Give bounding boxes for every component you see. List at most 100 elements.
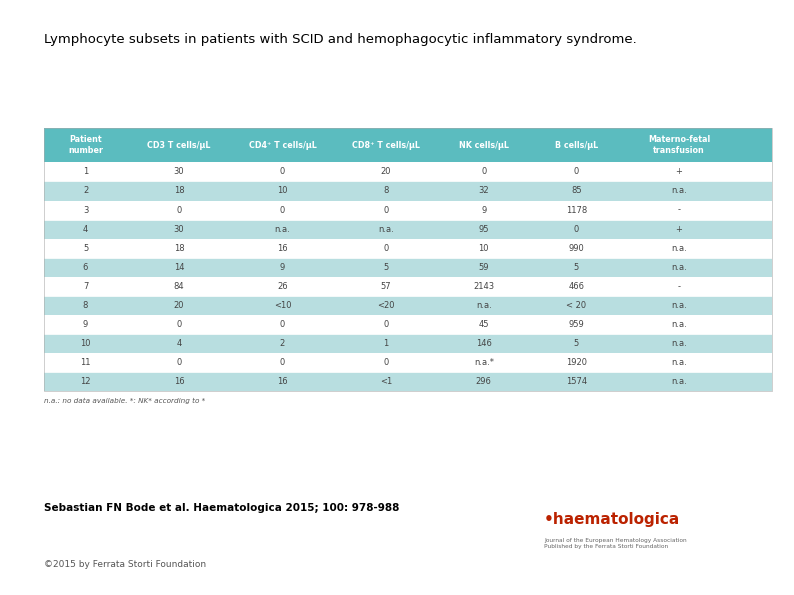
Text: CD8⁺ T cells/μL: CD8⁺ T cells/μL (352, 140, 420, 150)
Text: 18: 18 (174, 243, 184, 253)
Bar (44, 315, 772, 334)
Text: 12: 12 (80, 377, 91, 386)
Text: 85: 85 (571, 186, 581, 196)
Text: n.a.: n.a. (476, 300, 491, 310)
Text: 14: 14 (174, 262, 184, 272)
Text: 2143: 2143 (473, 281, 495, 291)
Text: 0: 0 (481, 167, 487, 177)
Text: 16: 16 (277, 377, 287, 386)
Text: 7: 7 (83, 281, 88, 291)
Text: 2: 2 (279, 339, 285, 348)
Text: 16: 16 (174, 377, 184, 386)
Text: B cells/μL: B cells/μL (555, 140, 598, 150)
Text: 1: 1 (384, 339, 388, 348)
Bar (44, 162, 772, 181)
Text: 0: 0 (573, 224, 579, 234)
Text: 5: 5 (83, 243, 88, 253)
Text: 8: 8 (384, 186, 388, 196)
Text: 959: 959 (569, 320, 584, 329)
Text: Journal of the European Hematology Association
Published by the Ferrata Storti F: Journal of the European Hematology Assoc… (544, 538, 687, 549)
Text: 4: 4 (83, 224, 88, 234)
Text: 5: 5 (384, 262, 388, 272)
Text: 0: 0 (279, 358, 285, 367)
Text: n.a.: n.a. (671, 320, 687, 329)
Text: 0: 0 (384, 243, 388, 253)
Bar (44, 334, 772, 353)
Text: 11: 11 (80, 358, 91, 367)
Text: 26: 26 (277, 281, 287, 291)
Text: 45: 45 (479, 320, 489, 329)
Text: •haematologica: •haematologica (544, 512, 680, 527)
Text: 1178: 1178 (565, 205, 587, 215)
Text: 20: 20 (380, 167, 391, 177)
Text: 8: 8 (83, 300, 88, 310)
Text: 5: 5 (573, 339, 579, 348)
Text: 3: 3 (83, 205, 88, 215)
Text: <10: <10 (274, 300, 291, 310)
Text: 30: 30 (174, 224, 184, 234)
Text: n.a.: n.a. (378, 224, 394, 234)
Text: ©2015 by Ferrata Storti Foundation: ©2015 by Ferrata Storti Foundation (44, 560, 206, 569)
Text: <1: <1 (380, 377, 392, 386)
Bar (44, 239, 772, 258)
Text: 32: 32 (479, 186, 489, 196)
Text: CD4⁺ T cells/μL: CD4⁺ T cells/μL (249, 140, 317, 150)
Text: 4: 4 (176, 339, 182, 348)
Text: 1920: 1920 (566, 358, 587, 367)
Text: Sebastian FN Bode et al. Haematologica 2015; 100: 978-988: Sebastian FN Bode et al. Haematologica 2… (44, 503, 399, 513)
Text: 10: 10 (80, 339, 91, 348)
Text: 296: 296 (476, 377, 491, 386)
Text: n.a.: no data available. *: NK* according to *: n.a.: no data available. *: NK* accordin… (44, 398, 205, 404)
Text: <20: <20 (377, 300, 395, 310)
Text: CD3 T cells/μL: CD3 T cells/μL (148, 140, 211, 150)
Text: 2: 2 (83, 186, 88, 196)
Text: 6: 6 (83, 262, 88, 272)
Text: n.a.: n.a. (671, 186, 687, 196)
Bar (44, 277, 772, 296)
Text: 0: 0 (573, 167, 579, 177)
Bar (44, 181, 772, 201)
Text: n.a.: n.a. (671, 358, 687, 367)
Text: 0: 0 (279, 167, 285, 177)
Text: n.a.: n.a. (671, 377, 687, 386)
Bar (44, 353, 772, 372)
Text: Materno-fetal
transfusion: Materno-fetal transfusion (648, 136, 710, 155)
Text: +: + (676, 167, 682, 177)
Text: 5: 5 (573, 262, 579, 272)
Text: 0: 0 (384, 205, 388, 215)
Text: 95: 95 (479, 224, 489, 234)
Bar (44, 372, 772, 391)
Text: 9: 9 (481, 205, 487, 215)
Text: 30: 30 (174, 167, 184, 177)
Text: n.a.*: n.a.* (474, 358, 494, 367)
Text: 1574: 1574 (565, 377, 587, 386)
Text: 59: 59 (479, 262, 489, 272)
Text: 0: 0 (176, 320, 182, 329)
Bar (44, 258, 772, 277)
Bar (44, 128, 772, 391)
Text: 146: 146 (476, 339, 491, 348)
Text: 0: 0 (384, 358, 388, 367)
Text: 0: 0 (279, 205, 285, 215)
Text: 9: 9 (83, 320, 88, 329)
Text: 0: 0 (176, 358, 182, 367)
Text: n.a.: n.a. (671, 300, 687, 310)
Text: +: + (676, 224, 682, 234)
Text: 10: 10 (479, 243, 489, 253)
Text: n.a.: n.a. (671, 243, 687, 253)
Text: NK cells/μL: NK cells/μL (459, 140, 509, 150)
Text: -: - (677, 205, 680, 215)
Text: Lymphocyte subsets in patients with SCID and hemophagocytic inflammatory syndrom: Lymphocyte subsets in patients with SCID… (44, 33, 637, 46)
Text: 57: 57 (380, 281, 391, 291)
Text: 1: 1 (83, 167, 88, 177)
Text: 0: 0 (384, 320, 388, 329)
Text: Patient
number: Patient number (68, 136, 103, 155)
Text: -: - (677, 281, 680, 291)
Text: n.a.: n.a. (275, 224, 291, 234)
Text: 10: 10 (277, 186, 287, 196)
Bar (44, 220, 772, 239)
Text: 9: 9 (279, 262, 285, 272)
Text: 466: 466 (569, 281, 584, 291)
Text: 990: 990 (569, 243, 584, 253)
Text: 84: 84 (174, 281, 184, 291)
